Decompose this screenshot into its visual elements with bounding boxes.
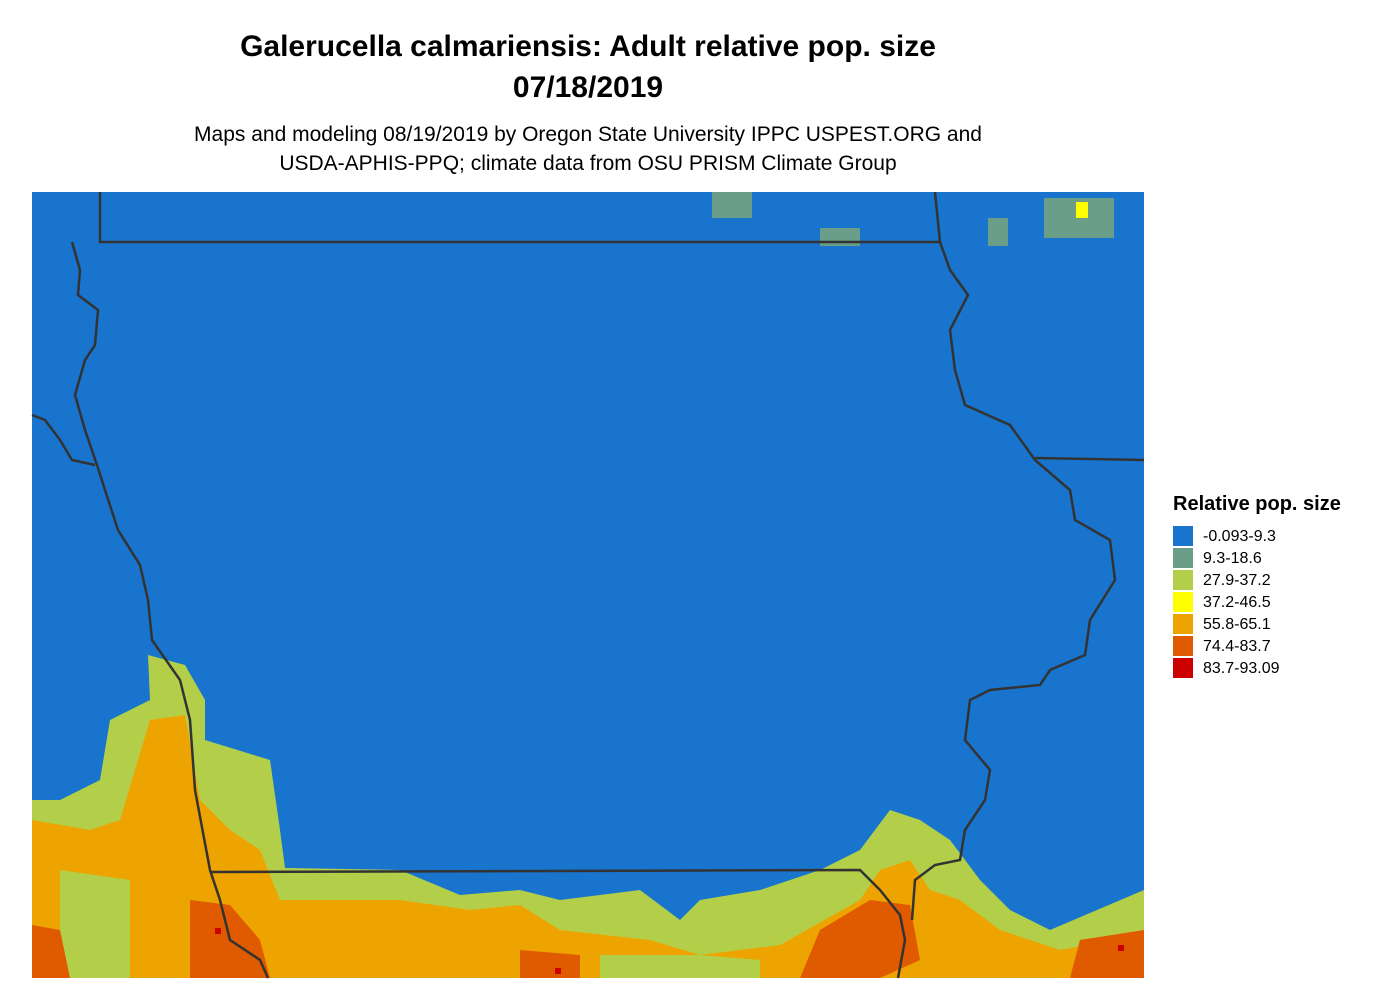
region — [32, 925, 70, 978]
map — [31, 191, 1145, 979]
legend-swatch — [1173, 526, 1193, 546]
legend-title: Relative pop. size — [1173, 493, 1341, 515]
state-boundary — [209, 868, 907, 979]
legend-swatch — [1173, 614, 1193, 634]
state-boundary — [70, 241, 270, 979]
region — [988, 218, 1008, 246]
subtitle: Maps and modeling 08/19/2019 by Oregon S… — [194, 123, 982, 146]
legend: -0.093-9.3 9.3-18.6 27.9-37.2 37.2-46.5 55.8… — [1173, 526, 1280, 678]
legend-label: 27.9-37.2 — [1203, 572, 1271, 589]
subtitle: USDA-APHIS-PPQ; climate data from OSU PR… — [279, 152, 896, 175]
state-boundary — [98, 191, 942, 244]
legend-swatch — [1173, 636, 1193, 656]
region — [60, 870, 130, 978]
legend-label: 74.4-83.7 — [1203, 638, 1271, 655]
legend-label: 83.7-93.09 — [1203, 660, 1280, 677]
region — [712, 192, 752, 218]
region — [520, 950, 580, 978]
region — [1070, 930, 1144, 978]
legend-swatch — [1173, 658, 1193, 678]
region — [600, 955, 760, 978]
region — [555, 968, 561, 974]
legend-label: 37.2-46.5 — [1203, 594, 1271, 611]
legend-label: -0.093-9.3 — [1203, 528, 1276, 545]
date: 07/18/2019 — [513, 71, 663, 104]
legend-swatch — [1173, 592, 1193, 612]
region — [215, 928, 221, 934]
region — [820, 228, 860, 246]
state-boundary — [910, 241, 1117, 921]
legend-swatch — [1173, 570, 1193, 590]
legend-label: 9.3-18.6 — [1203, 550, 1262, 567]
legend-swatch — [1173, 548, 1193, 568]
region — [1076, 202, 1088, 218]
region — [800, 900, 920, 978]
state-boundary — [1034, 456, 1145, 462]
legend-label: 55.8-65.1 — [1203, 616, 1271, 633]
region — [1118, 945, 1124, 951]
state-boundary — [31, 413, 96, 467]
title: Galerucella calmariensis: Adult relative… — [240, 30, 936, 63]
